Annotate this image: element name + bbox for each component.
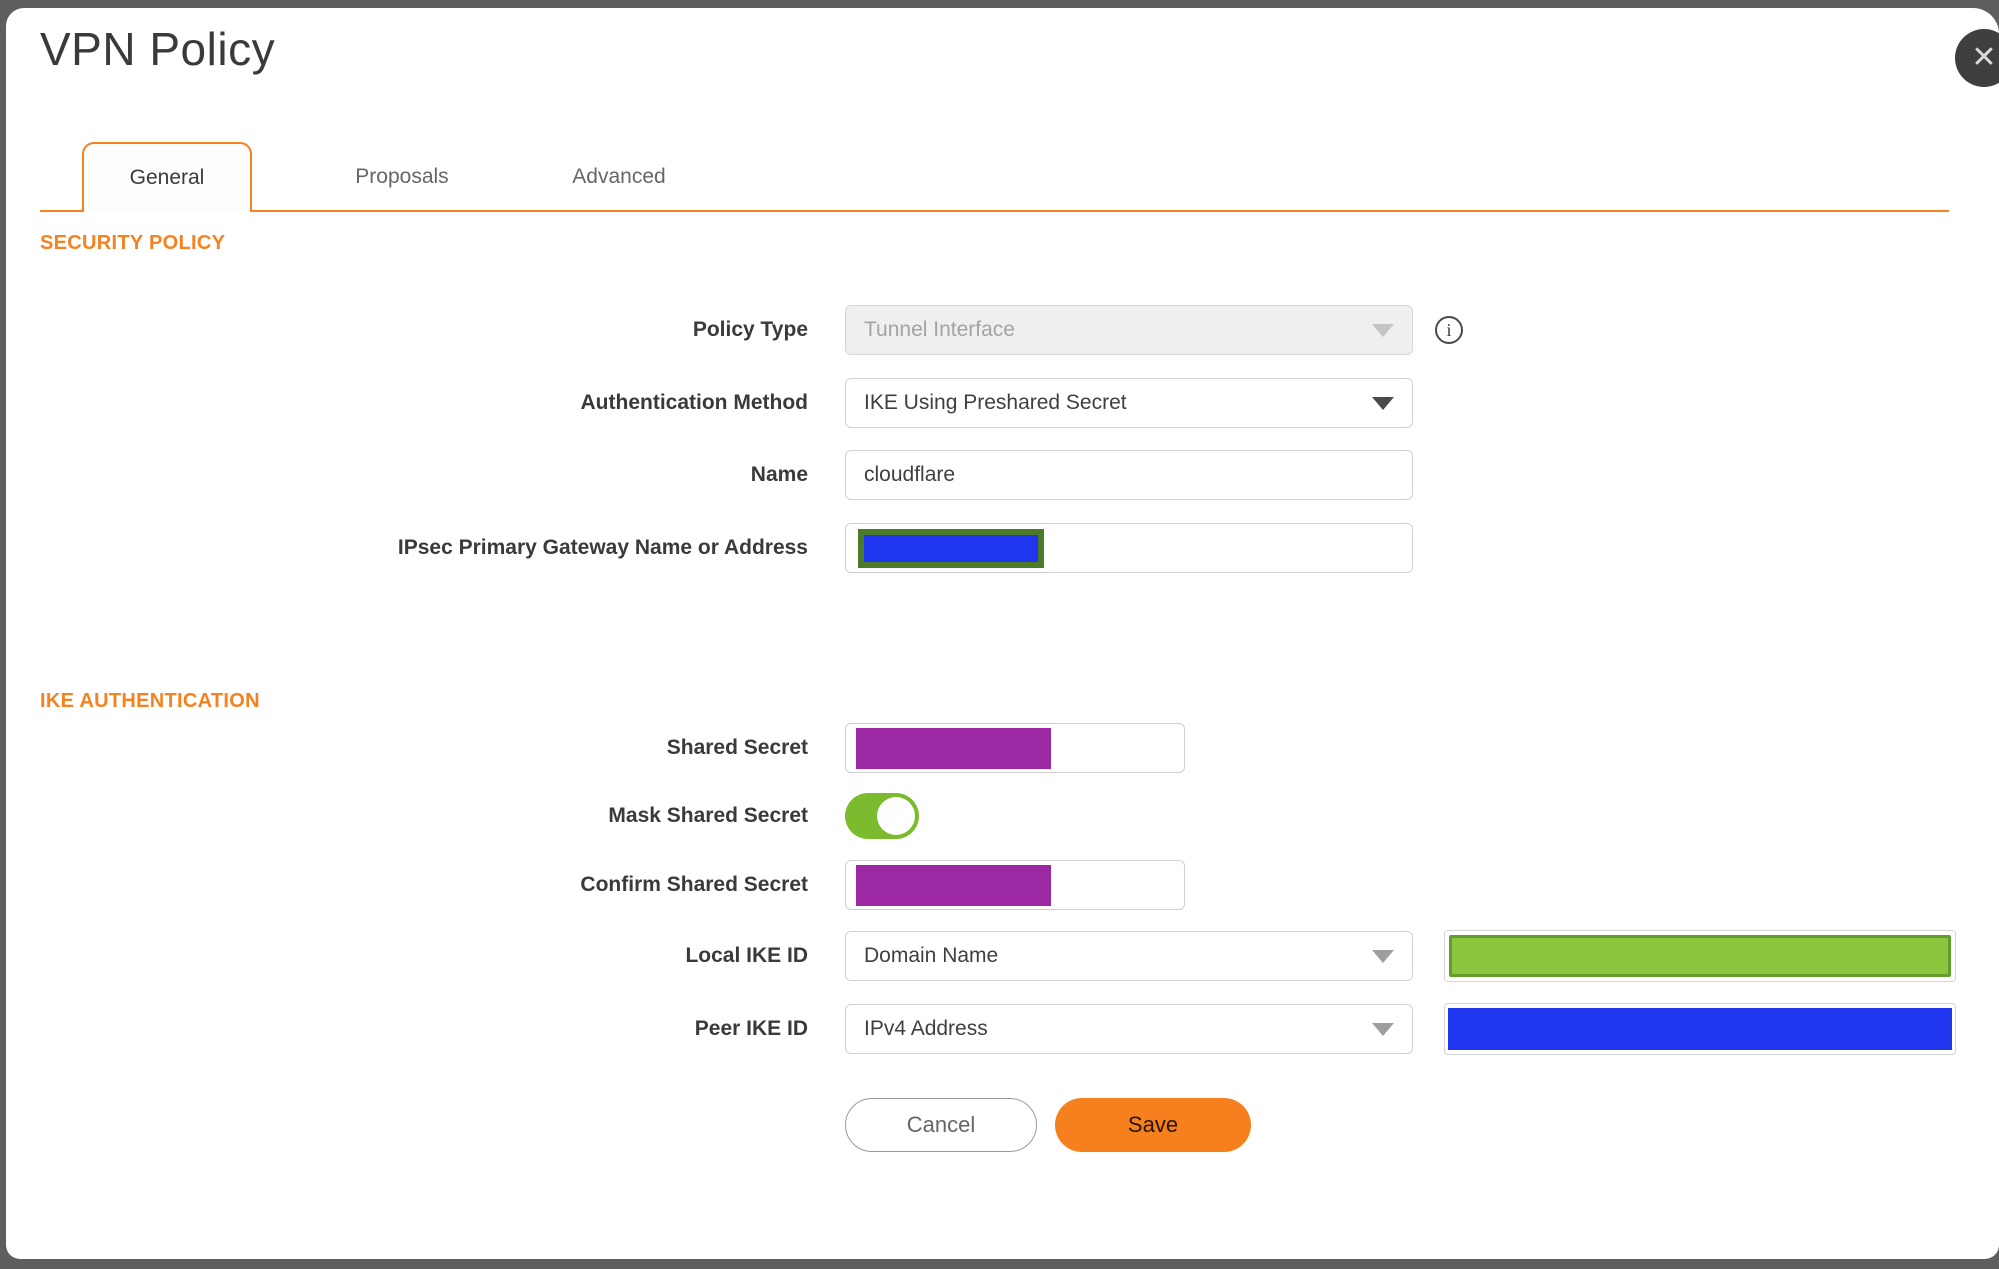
local-ike-id-value-input[interactable] [1444, 930, 1956, 982]
authentication-method-label: Authentication Method [580, 391, 808, 414]
info-icon[interactable]: i [1435, 316, 1463, 344]
peer-ike-id-type-select[interactable]: IPv4 Address [845, 1004, 1413, 1054]
peer-ike-id-type-value: IPv4 Address [864, 1017, 988, 1040]
local-ike-id-type-select[interactable]: Domain Name [845, 931, 1413, 981]
authentication-method-value: IKE Using Preshared Secret [864, 391, 1127, 414]
ipsec-primary-gateway-row: IPsec Primary Gateway Name or Address [40, 523, 1413, 573]
mask-shared-secret-label: Mask Shared Secret [608, 804, 808, 827]
authentication-method-select[interactable]: IKE Using Preshared Secret [845, 378, 1413, 428]
dialog-actions: Cancel Save [845, 1098, 1251, 1152]
peer-ike-id-value-input[interactable] [1444, 1003, 1956, 1055]
authentication-method-row: Authentication Method IKE Using Preshare… [40, 378, 1413, 428]
peer-ike-id-label: Peer IKE ID [694, 1017, 808, 1040]
redacted-secret-value [856, 728, 1051, 769]
tab-proposals[interactable]: Proposals [355, 165, 449, 188]
tab-general[interactable]: General [82, 142, 252, 212]
security-policy-heading: SECURITY POLICY [40, 232, 226, 254]
policy-type-value: Tunnel Interface [864, 318, 1015, 341]
shared-secret-input[interactable] [845, 723, 1185, 773]
mask-shared-secret-row: Mask Shared Secret [40, 793, 919, 839]
chevron-down-icon [1372, 1022, 1394, 1036]
close-icon: ✕ [1971, 41, 1997, 74]
dialog-title: VPN Policy [40, 23, 276, 75]
redacted-local-ike-id-value [1449, 935, 1951, 977]
mask-shared-secret-toggle[interactable] [845, 793, 919, 839]
confirm-shared-secret-input[interactable] [845, 860, 1185, 910]
redacted-gateway-value [858, 529, 1044, 568]
close-button[interactable]: ✕ [1955, 29, 1999, 87]
local-ike-id-row: Local IKE ID Domain Name [40, 930, 1956, 982]
local-ike-id-label: Local IKE ID [685, 944, 808, 967]
policy-type-label: Policy Type [692, 318, 808, 341]
chevron-down-icon [1372, 396, 1394, 410]
cancel-button[interactable]: Cancel [845, 1098, 1037, 1152]
save-button[interactable]: Save [1055, 1098, 1251, 1152]
ipsec-primary-gateway-input[interactable] [845, 523, 1413, 573]
confirm-shared-secret-label: Confirm Shared Secret [580, 873, 808, 896]
name-row: Name cloudflare [40, 450, 1413, 500]
policy-type-select: Tunnel Interface [845, 305, 1413, 355]
shared-secret-row: Shared Secret [40, 723, 1185, 773]
chevron-down-icon [1372, 949, 1394, 963]
shared-secret-label: Shared Secret [666, 736, 808, 759]
confirm-shared-secret-row: Confirm Shared Secret [40, 860, 1185, 910]
ike-authentication-heading: IKE AUTHENTICATION [40, 690, 260, 712]
name-input[interactable]: cloudflare [845, 450, 1413, 500]
chevron-down-icon [1372, 323, 1394, 337]
policy-type-row: Policy Type Tunnel Interface i [40, 305, 1463, 355]
redacted-secret-value [856, 865, 1051, 906]
local-ike-id-type-value: Domain Name [864, 944, 999, 967]
tab-advanced[interactable]: Advanced [572, 165, 666, 188]
tab-bar: General Proposals Advanced [40, 142, 1949, 212]
name-value: cloudflare [864, 463, 956, 486]
toggle-knob [877, 797, 915, 835]
ipsec-primary-gateway-label: IPsec Primary Gateway Name or Address [397, 536, 808, 559]
vpn-policy-dialog: ✕ VPN Policy General Proposals Advanced … [6, 8, 1999, 1259]
name-label: Name [750, 463, 808, 486]
peer-ike-id-row: Peer IKE ID IPv4 Address [40, 1003, 1956, 1055]
redacted-peer-ike-id-value [1448, 1008, 1952, 1050]
